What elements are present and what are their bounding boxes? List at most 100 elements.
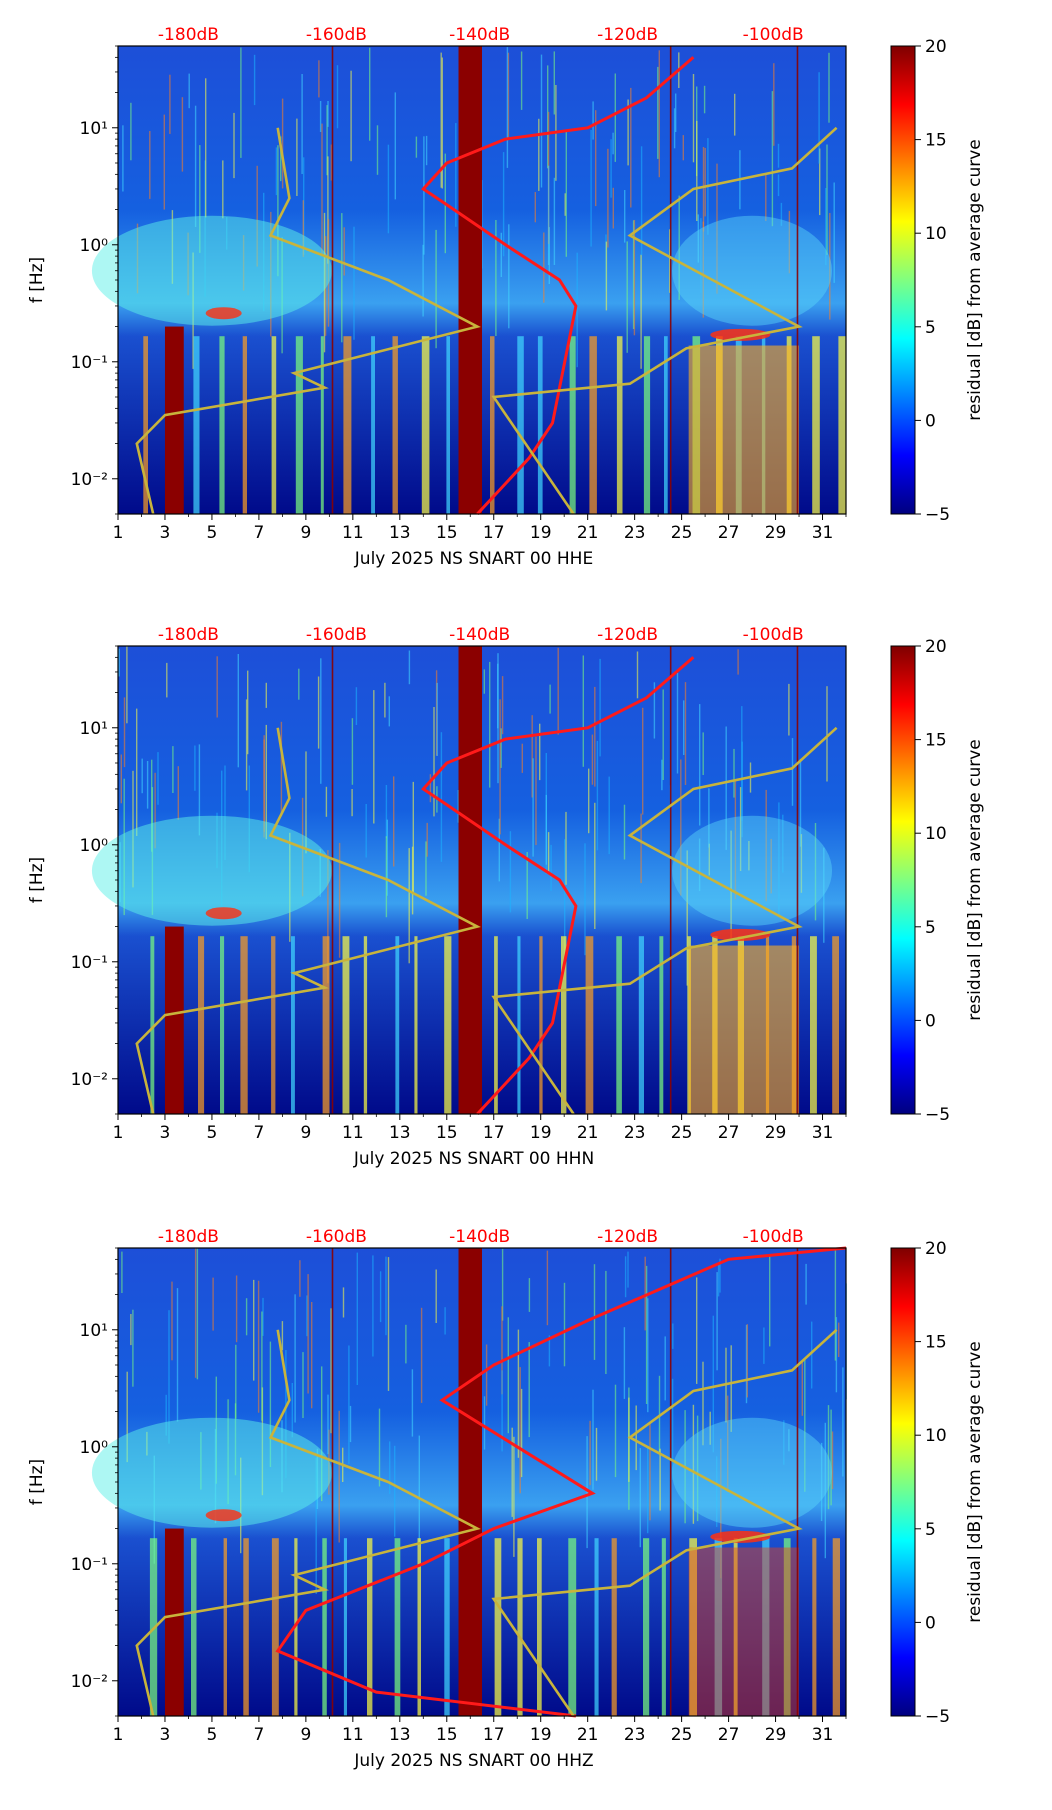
noise-streak — [433, 707, 435, 817]
noise-streak — [181, 97, 184, 172]
x-tick-label: 9 — [300, 523, 311, 543]
y-tick-label: 10⁰ — [80, 236, 109, 256]
noise-streak — [763, 1327, 765, 1364]
noise-streak — [327, 156, 329, 264]
noise-streak — [497, 663, 499, 729]
x-tick-label: 25 — [671, 1725, 693, 1745]
noise-streak — [325, 786, 328, 817]
thin-column — [796, 1248, 799, 1716]
colorbar-tick-label: 20 — [925, 637, 947, 657]
y-tick-label: 10⁻¹ — [71, 1555, 108, 1575]
hot-column — [164, 1528, 184, 1716]
reference-noise-curve — [135, 727, 481, 1115]
warm-block — [688, 945, 800, 1114]
x-tick-label: 29 — [765, 1725, 787, 1745]
noise-streak — [342, 1287, 345, 1318]
noise-streak — [281, 1321, 284, 1351]
top-db-tick-label: -160dB — [306, 1227, 367, 1247]
lowfreq-band — [271, 336, 277, 514]
lowfreq-band — [220, 936, 225, 1114]
noise-streak — [826, 144, 828, 255]
noise-streak — [526, 852, 528, 919]
noise-streak — [777, 174, 780, 197]
noise-streak — [415, 136, 418, 158]
noise-streak — [353, 226, 355, 340]
lowfreq-band — [295, 336, 303, 514]
noise-streak — [584, 843, 586, 956]
noise-streak — [649, 1422, 651, 1521]
colorbar-tick-label: −5 — [925, 505, 950, 525]
colorbar-tick-label: 0 — [925, 1613, 936, 1633]
lowfreq-band — [494, 1538, 502, 1716]
noise-streak — [425, 841, 427, 896]
noise-streak — [296, 118, 298, 196]
y-tick-label: 10⁻¹ — [71, 353, 108, 373]
noise-streak — [659, 1448, 661, 1511]
lowfreq-band — [616, 936, 622, 1114]
noise-streak — [658, 50, 660, 178]
noise-streak — [614, 73, 616, 162]
noise-streak — [425, 135, 428, 166]
lowfreq-band — [342, 936, 350, 1114]
noise-streak — [149, 131, 151, 199]
noise-streak — [151, 759, 153, 852]
microseism-glow — [672, 1417, 833, 1528]
microseism-glow — [91, 815, 332, 926]
gap-column — [458, 646, 482, 1114]
noise-streak — [507, 52, 510, 141]
top-db-tick-label: -140dB — [449, 25, 510, 45]
noise-streak — [657, 66, 659, 159]
noise-streak — [746, 1324, 748, 1398]
lowfreq-band — [242, 336, 247, 514]
noise-streak — [678, 195, 680, 300]
noise-streak — [645, 1265, 648, 1404]
noise-streak — [483, 669, 485, 694]
noise-streak — [489, 661, 491, 788]
noise-streak — [126, 1371, 128, 1463]
noise-streak — [519, 1367, 521, 1494]
noise-streak — [327, 101, 329, 127]
x-tick-label: 23 — [624, 523, 646, 543]
noise-streak — [538, 118, 540, 191]
lowfreq-band — [561, 936, 567, 1114]
noise-streak — [177, 766, 179, 820]
x-tick-label: 31 — [812, 1725, 834, 1745]
noise-streak — [653, 682, 656, 739]
noise-streak — [628, 1397, 630, 1482]
thin-column — [331, 1248, 334, 1716]
noise-streak — [547, 65, 549, 169]
noise-streak — [702, 221, 704, 318]
noise-streak — [378, 1408, 381, 1487]
noise-streak — [692, 74, 695, 163]
noise-streak — [277, 145, 279, 277]
noise-streak — [379, 1271, 382, 1323]
noise-streak — [408, 848, 410, 964]
noise-streak — [483, 1396, 486, 1450]
lowfreq-band — [219, 336, 225, 514]
noise-streak — [435, 1269, 437, 1323]
x-tick-label: 27 — [718, 1725, 740, 1745]
noise-streak — [838, 1322, 840, 1357]
colorbar — [890, 645, 916, 1115]
noise-streak — [280, 136, 282, 182]
noise-streak — [680, 759, 682, 896]
noise-streak — [633, 220, 636, 336]
thin-column — [331, 46, 334, 514]
noise-streak — [130, 102, 132, 161]
noise-streak — [501, 1370, 503, 1452]
noise-streak — [269, 1341, 272, 1467]
colorbar-tick-label: 10 — [925, 824, 947, 844]
noise-streak — [627, 99, 629, 166]
reference-noise-curve — [491, 1328, 838, 1717]
noise-streak — [549, 684, 551, 714]
colorbar-tick-label: 5 — [925, 1520, 936, 1540]
noise-streak — [745, 1324, 748, 1404]
x-tick-label: 1 — [113, 1123, 124, 1143]
noise-streak — [626, 241, 628, 353]
noise-streak — [298, 668, 300, 700]
noise-streak — [539, 723, 541, 781]
noise-streak — [348, 1345, 350, 1465]
noise-streak — [506, 47, 509, 168]
noise-streak — [799, 758, 802, 847]
lowfreq-band — [421, 336, 430, 514]
